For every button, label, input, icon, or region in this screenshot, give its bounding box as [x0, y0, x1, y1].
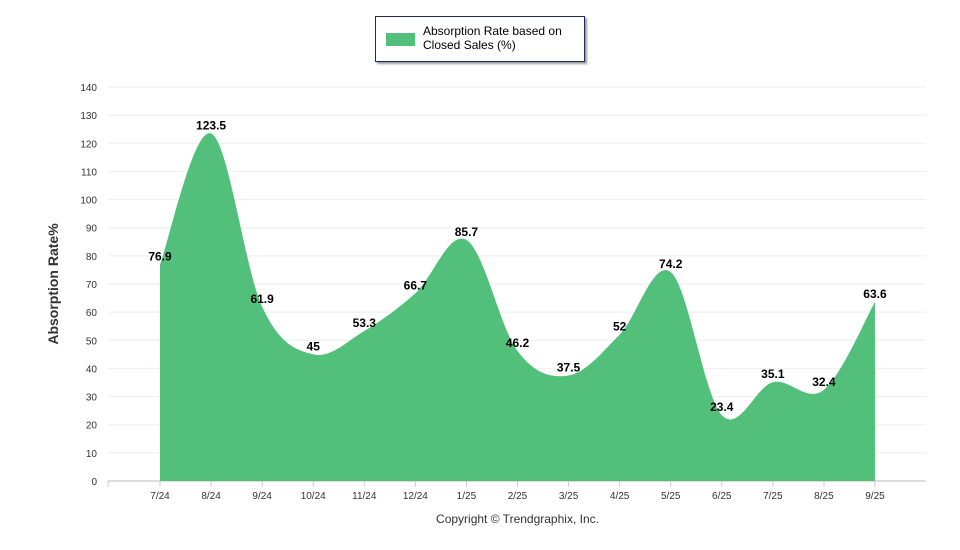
y-tick-label: 120 [80, 139, 97, 150]
x-tick-label: 8/25 [814, 491, 834, 502]
x-tick-label: 6/25 [712, 491, 732, 502]
y-tick-label: 110 [81, 167, 97, 178]
x-tick-label: 10/24 [301, 491, 326, 502]
x-tick-label: 12/24 [403, 491, 428, 502]
x-tick-label: 7/24 [150, 491, 170, 502]
x-tick-label: 2/25 [508, 491, 528, 502]
y-tick-label: 20 [86, 421, 98, 432]
y-tick-label: 130 [80, 111, 97, 122]
data-label: 46.2 [506, 336, 530, 350]
copyright: Copyright © Trendgraphix, Inc. [436, 512, 599, 526]
x-tick-label: 11/24 [352, 491, 377, 502]
data-label: 52 [613, 320, 627, 334]
y-tick-label: 10 [86, 449, 98, 460]
x-tick-label: 9/24 [252, 491, 272, 502]
x-tick-label: 8/24 [201, 491, 221, 502]
x-tick-label: 4/25 [610, 491, 630, 502]
data-label: 53.3 [353, 316, 377, 330]
data-label: 85.7 [455, 225, 479, 239]
legend-swatch [386, 33, 415, 46]
x-tick-label: 3/25 [559, 491, 579, 502]
data-label: 35.1 [761, 367, 785, 381]
legend-label: Absorption Rate based on Closed Sales (%… [423, 24, 562, 52]
y-tick-label: 40 [86, 364, 98, 375]
data-label: 76.9 [148, 250, 172, 264]
y-tick-label: 0 [91, 477, 97, 488]
y-tick-label: 60 [86, 308, 98, 319]
y-tick-label: 70 [86, 280, 98, 291]
data-label: 23.4 [710, 400, 734, 414]
x-tick-label: 7/25 [763, 491, 783, 502]
y-tick-label: 30 [86, 393, 98, 404]
data-label: 74.2 [659, 257, 683, 271]
data-label: 61.9 [250, 292, 274, 306]
y-axis-title: Absorption Rate% [45, 223, 61, 345]
data-label: 123.5 [196, 118, 226, 132]
y-tick-label: 140 [80, 83, 97, 94]
y-tick-label: 80 [86, 252, 98, 263]
x-tick-label: 1/25 [457, 491, 477, 502]
x-tick-label: 9/25 [865, 491, 885, 502]
y-tick-label: 100 [80, 196, 97, 207]
data-label: 45 [307, 339, 321, 353]
data-label: 63.6 [863, 287, 887, 301]
y-tick-label: 90 [86, 224, 98, 235]
legend: Absorption Rate based on Closed Sales (%… [375, 16, 585, 62]
data-label: 32.4 [812, 375, 836, 389]
data-label: 66.7 [404, 278, 428, 292]
area-series [160, 133, 875, 481]
x-tick-label: 5/25 [661, 491, 681, 502]
y-tick-label: 50 [86, 336, 98, 347]
data-label: 37.5 [557, 360, 581, 374]
